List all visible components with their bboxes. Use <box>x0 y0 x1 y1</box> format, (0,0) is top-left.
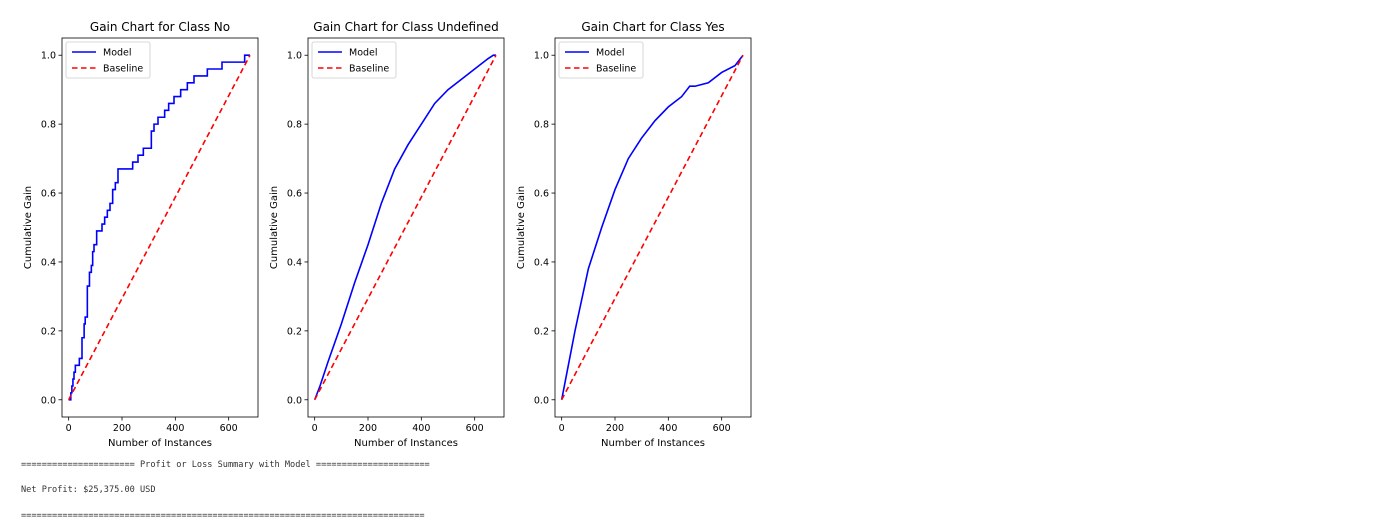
y-tick-label: 0.4 <box>41 257 56 268</box>
x-tick-label: 200 <box>606 423 624 434</box>
legend-box <box>311 41 397 79</box>
x-tick-label: 200 <box>113 423 131 434</box>
series-line-baseline <box>313 54 497 401</box>
x-tick-label: 200 <box>359 423 377 434</box>
x-tick-label: 600 <box>713 423 731 434</box>
net-profit-text: Net Profit: $25,375.00 USD <box>21 485 156 495</box>
legend-label-model: Model <box>349 48 378 59</box>
y-tick-label: 0.6 <box>41 189 56 200</box>
chart-2: Gain Chart for Class Undefined 0 200 400 600… <box>269 20 505 449</box>
y-axis-label: Cumulative Gain <box>516 186 527 269</box>
legend: Model Baseline <box>311 41 397 79</box>
x-tick-label: 0 <box>66 423 72 434</box>
chart-title: Gain Chart for Class No <box>90 20 230 34</box>
legend-label-model: Model <box>103 48 132 59</box>
y-tick-label: 0.6 <box>287 189 302 200</box>
legend-label-baseline: Baseline <box>349 64 389 75</box>
x-tick-label: 400 <box>412 423 430 434</box>
series-line-model <box>68 54 250 401</box>
y-axis-label: Cumulative Gain <box>23 186 34 269</box>
legend: Model Baseline <box>65 41 151 79</box>
x-tick-label: 400 <box>659 423 677 434</box>
summary-footer: ========================================… <box>21 511 425 521</box>
plot-frame <box>307 37 505 418</box>
x-axis-label: Number of Instances <box>354 438 458 449</box>
legend-box <box>65 41 151 79</box>
chart-title: Gain Chart for Class Yes <box>581 20 724 34</box>
legend-label-baseline: Baseline <box>103 64 143 75</box>
y-tick-label: 1.0 <box>41 51 56 62</box>
x-tick-label: 400 <box>166 423 184 434</box>
x-tick-label: 0 <box>312 423 318 434</box>
y-tick-label: 0.8 <box>41 120 56 131</box>
y-tick-label: 0.2 <box>287 326 302 337</box>
legend: Model Baseline <box>558 41 644 79</box>
y-tick-label: 0.8 <box>287 120 302 131</box>
series-line-baseline <box>560 54 744 401</box>
series-line-baseline <box>67 54 251 401</box>
x-tick-label: 0 <box>559 423 565 434</box>
summary-header: ====================== Profit or Loss Su… <box>21 460 430 470</box>
x-axis-label: Number of Instances <box>108 438 212 449</box>
y-tick-label: 0.2 <box>534 326 549 337</box>
y-tick-label: 0.6 <box>534 189 549 200</box>
x-axis-label: Number of Instances <box>601 438 705 449</box>
plot-frame <box>554 37 752 418</box>
chart-1: Gain Chart for Class No 0 200 400 600 0.0 0.2 0… <box>23 20 259 449</box>
chart-title: Gain Chart for Class Undefined <box>313 20 498 34</box>
series-line-model <box>313 54 496 401</box>
y-tick-label: 1.0 <box>287 51 302 62</box>
x-tick-label: 600 <box>466 423 484 434</box>
y-axis-label: Cumulative Gain <box>269 186 280 269</box>
y-tick-label: 0.4 <box>287 257 302 268</box>
y-tick-label: 0.0 <box>534 395 549 406</box>
x-tick-label: 600 <box>220 423 238 434</box>
series-line-model <box>560 54 744 400</box>
legend-box <box>558 41 644 79</box>
y-tick-label: 0.0 <box>287 395 302 406</box>
y-tick-label: 0.0 <box>41 395 56 406</box>
chart-3: Gain Chart for Class Yes 0 200 400 600 0.0 0.2… <box>516 20 752 449</box>
plot-frame <box>61 37 259 418</box>
legend-label-baseline: Baseline <box>596 64 636 75</box>
y-tick-label: 0.4 <box>534 257 549 268</box>
legend-label-model: Model <box>596 48 625 59</box>
y-tick-label: 0.2 <box>41 326 56 337</box>
y-tick-label: 0.8 <box>534 120 549 131</box>
y-tick-label: 1.0 <box>534 51 549 62</box>
